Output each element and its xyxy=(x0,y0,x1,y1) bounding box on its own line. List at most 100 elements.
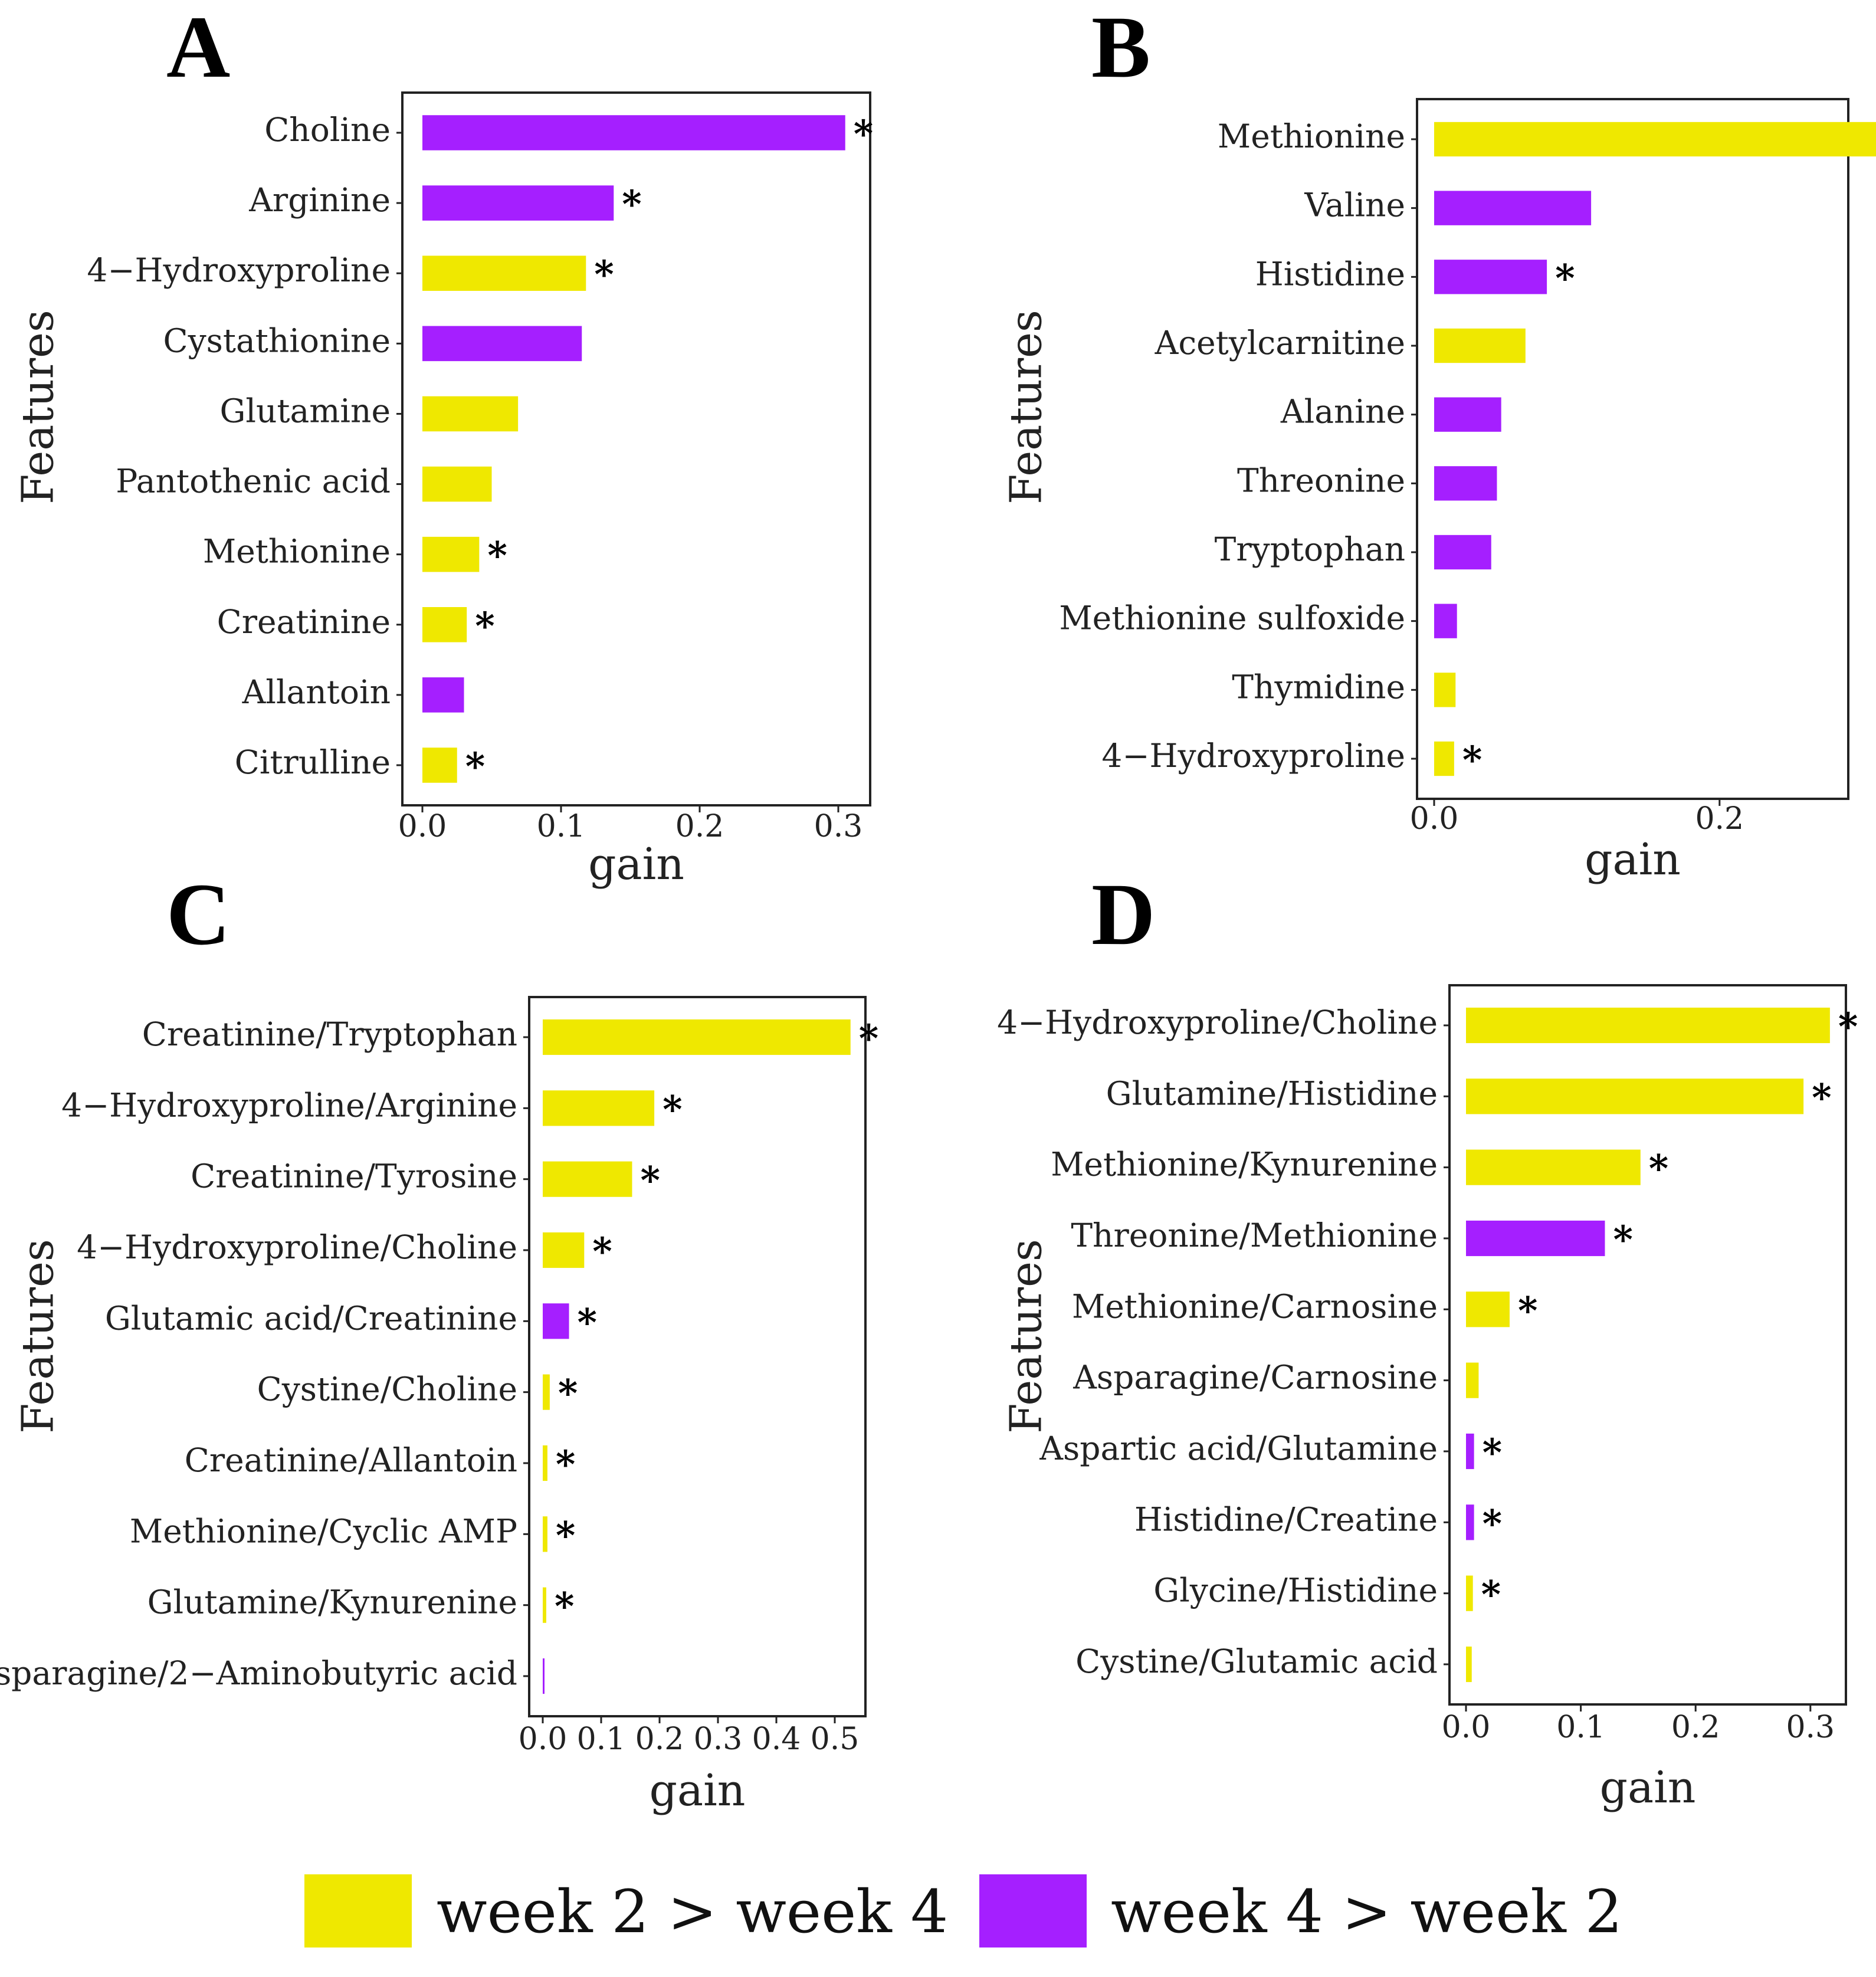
bar-glutamic-acid-creatinine xyxy=(543,1303,569,1339)
bar-methionine-kynurenine xyxy=(1466,1149,1641,1185)
x-axis-title: gain xyxy=(650,1765,746,1816)
bar-histidine-creatine xyxy=(1466,1504,1474,1540)
bar-threonine-methionine xyxy=(1466,1220,1605,1257)
feature-label: Choline xyxy=(264,111,391,149)
feature-label: Creatinine/Tryptophan xyxy=(142,1015,517,1053)
y-axis-title: Features xyxy=(12,1239,63,1434)
significance-star: * xyxy=(640,1159,660,1203)
panel-label: D xyxy=(1091,865,1155,963)
significance-star: * xyxy=(1649,1147,1668,1191)
significance-star: * xyxy=(594,253,614,297)
feature-label: Histidine/Creatine xyxy=(1134,1500,1438,1538)
legend-label-week4: week 4 > week 2 xyxy=(1111,1877,1622,1946)
bar-creatinine-allantoin xyxy=(543,1445,547,1481)
feature-label: Aspartic acid/Glutamine xyxy=(1039,1430,1438,1467)
x-tick-label: 0.2 xyxy=(1695,801,1744,837)
feature-label: Asparagine/Carnosine xyxy=(1073,1359,1438,1396)
feature-label: 4−Hydroxyproline xyxy=(87,251,391,289)
plot-frame xyxy=(1448,984,1847,1706)
bar-creatinine-tryptophan xyxy=(543,1019,851,1055)
x-axis-title: gain xyxy=(588,839,684,890)
bar-methionine xyxy=(1434,122,1876,157)
feature-label: Threonine/Methionine xyxy=(1071,1217,1438,1254)
bar-thymidine xyxy=(1434,673,1456,707)
x-tick-label: 0.0 xyxy=(1442,1710,1491,1745)
significance-star: * xyxy=(555,1585,574,1629)
significance-star: * xyxy=(1483,1501,1502,1546)
bar-choline xyxy=(422,115,845,150)
x-tick-label: 0.3 xyxy=(1786,1710,1835,1745)
bar-glycine-histidine xyxy=(1466,1575,1473,1611)
significance-star: * xyxy=(578,1300,597,1345)
feature-label: 4−Hydroxyproline/Arginine xyxy=(61,1086,517,1124)
y-axis-title: Features xyxy=(12,310,63,504)
significance-star: * xyxy=(592,1230,612,1274)
feature-label: Glutamic acid/Creatinine xyxy=(105,1299,517,1337)
feature-label: Glutamine/Kynurenine xyxy=(147,1583,517,1621)
significance-star: * xyxy=(662,1087,682,1132)
bar-alanine xyxy=(1434,397,1501,432)
x-tick-label: 0.2 xyxy=(635,1722,684,1757)
feature-label: Glutamine/Histidine xyxy=(1106,1074,1438,1112)
y-axis-title: Features xyxy=(1001,1239,1051,1434)
feature-label: Allantoin xyxy=(242,673,391,711)
legend-swatch-week2 xyxy=(304,1874,412,1948)
x-axis-title: gain xyxy=(1600,1762,1696,1813)
significance-star: * xyxy=(1555,256,1575,300)
bar-glutamine-histidine xyxy=(1466,1078,1804,1114)
significance-star: * xyxy=(556,1513,575,1558)
chart-panel-c: C Creatinine/Tryptophan * 4−Hydroxyproline/… xyxy=(0,865,878,1816)
chart-panel-b: B Methionine * Valine Histidine * Acetylcarnit… xyxy=(1001,0,1876,885)
bar-cystathionine xyxy=(422,326,582,362)
bar-methionine-carnosine xyxy=(1466,1291,1510,1327)
bar-tryptophan xyxy=(1434,535,1491,570)
panel-label: C xyxy=(166,865,230,963)
bar-4-hydroxyproline xyxy=(422,255,586,291)
legend-swatch-week4 xyxy=(979,1874,1087,1948)
feature-label: 4−Hydroxyproline xyxy=(1101,737,1405,775)
bar-4-hydroxyproline xyxy=(1434,741,1454,776)
feature-label: Threonine xyxy=(1237,461,1405,499)
bar-cystine-choline xyxy=(543,1374,550,1410)
bar-valine xyxy=(1434,191,1592,225)
significance-star: * xyxy=(1613,1218,1632,1262)
x-tick-label: 0.1 xyxy=(1556,1710,1605,1745)
significance-star: * xyxy=(1518,1289,1537,1333)
significance-star: * xyxy=(556,1442,575,1487)
bar-aspartic-acid-glutamine xyxy=(1466,1433,1474,1470)
bar-allantoin xyxy=(422,677,464,713)
x-tick-label: 0.0 xyxy=(398,809,447,844)
significance-star: * xyxy=(1481,1573,1501,1617)
x-tick-label: 0.3 xyxy=(694,1722,743,1757)
significance-star: * xyxy=(622,182,641,227)
significance-star: * xyxy=(859,1017,878,1061)
bar-acetylcarnitine xyxy=(1434,328,1526,363)
bar-methionine xyxy=(422,536,480,572)
bar-pantothenic-acid xyxy=(422,466,492,502)
panel-label: B xyxy=(1091,0,1150,96)
feature-label: Alanine xyxy=(1280,393,1405,431)
bar-methionine-cyclic-amp xyxy=(543,1516,547,1552)
chart-panel-a: A Choline * Arginine * 4−Hydroxyproline * Cysta… xyxy=(12,0,873,890)
x-tick-label: 0.1 xyxy=(577,1722,626,1757)
x-tick-label: 0.1 xyxy=(537,809,586,844)
significance-star: * xyxy=(1483,1431,1502,1475)
bar-creatinine xyxy=(422,607,467,642)
significance-star: * xyxy=(558,1372,578,1416)
bar-methionine-sulfoxide xyxy=(1434,604,1457,638)
feature-label: Glutamine xyxy=(219,392,391,430)
x-tick-label: 0.2 xyxy=(1671,1710,1720,1745)
bar-glutamine xyxy=(422,396,519,432)
significance-star: * xyxy=(475,604,494,648)
feature-label: Thymidine xyxy=(1232,668,1405,706)
significance-star: * xyxy=(487,534,507,578)
bar-4-hydroxyproline-choline xyxy=(1466,1007,1830,1044)
x-axis-title: gain xyxy=(1585,834,1681,885)
bar-threonine xyxy=(1434,466,1497,501)
bar-creatinine-tyrosine xyxy=(543,1161,632,1197)
feature-label: Methionine/Kynurenine xyxy=(1051,1146,1438,1183)
feature-label: Methionine xyxy=(1218,117,1405,155)
significance-star: * xyxy=(465,745,485,789)
significance-star: * xyxy=(854,112,873,156)
